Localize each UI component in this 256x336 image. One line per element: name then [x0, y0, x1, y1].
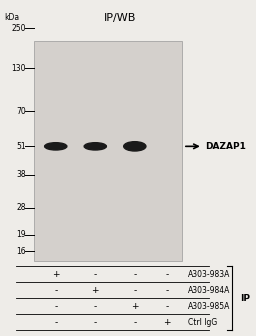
Text: IP: IP — [240, 294, 250, 303]
Text: 16: 16 — [16, 247, 26, 256]
Text: 250: 250 — [12, 24, 26, 33]
Text: -: - — [54, 318, 57, 327]
Ellipse shape — [45, 143, 67, 150]
Text: 19: 19 — [16, 230, 26, 239]
Text: IP/WB: IP/WB — [104, 13, 136, 23]
Text: -: - — [54, 286, 57, 295]
Text: +: + — [52, 270, 59, 279]
Text: A303-985A: A303-985A — [188, 302, 230, 311]
Text: -: - — [94, 318, 97, 327]
Text: +: + — [163, 318, 171, 327]
Text: kDa: kDa — [4, 13, 19, 22]
Text: 70: 70 — [16, 107, 26, 116]
Text: -: - — [133, 318, 136, 327]
Text: -: - — [133, 270, 136, 279]
Text: 38: 38 — [16, 170, 26, 179]
Text: A303-984A: A303-984A — [188, 286, 230, 295]
Text: -: - — [165, 302, 168, 311]
Text: 51: 51 — [16, 142, 26, 151]
Text: DAZAP1: DAZAP1 — [205, 142, 246, 151]
Text: +: + — [92, 286, 99, 295]
Text: A303-983A: A303-983A — [188, 270, 230, 279]
Text: -: - — [133, 286, 136, 295]
Text: -: - — [94, 302, 97, 311]
Text: Ctrl IgG: Ctrl IgG — [188, 318, 217, 327]
Ellipse shape — [124, 142, 146, 151]
Text: +: + — [131, 302, 138, 311]
Text: -: - — [94, 270, 97, 279]
Text: -: - — [54, 302, 57, 311]
FancyBboxPatch shape — [34, 41, 182, 261]
Text: -: - — [165, 270, 168, 279]
Text: -: - — [165, 286, 168, 295]
Text: 28: 28 — [17, 204, 26, 212]
Ellipse shape — [84, 143, 106, 150]
Text: 130: 130 — [12, 64, 26, 73]
